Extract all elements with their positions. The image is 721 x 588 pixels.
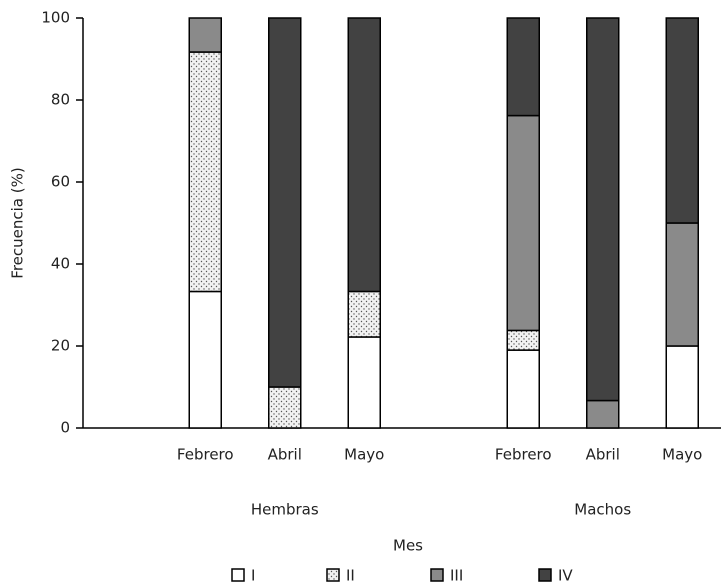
bar-segment: [586, 17, 620, 402]
x-tick-label: Abril: [586, 446, 620, 464]
x-tick-label: Febrero: [495, 446, 552, 464]
bar-segment: [347, 336, 381, 429]
y-tick-label: 80: [51, 91, 70, 109]
x-axis-label: Mes: [393, 537, 423, 555]
x-tick-label: Febrero: [177, 446, 234, 464]
y-tick-label: 40: [51, 255, 70, 273]
bar-segment: [586, 399, 620, 429]
legend-label: I: [251, 567, 255, 585]
bar-segment: [347, 290, 381, 338]
legend-label: II: [346, 567, 355, 585]
group-label: Machos: [574, 501, 631, 519]
legend-swatch: [231, 568, 245, 582]
bar-segment: [268, 17, 302, 388]
bar-segment: [188, 17, 222, 53]
bar-segment: [506, 349, 540, 429]
bar-segment: [506, 17, 540, 117]
bar-segment: [188, 290, 222, 429]
legend-swatch: [326, 568, 340, 582]
legend-label: III: [450, 567, 463, 585]
x-tick-label: Mayo: [662, 446, 702, 464]
bar-segment: [347, 17, 381, 293]
legend-label: IV: [558, 567, 573, 585]
y-tick-label: 0: [60, 419, 70, 437]
legend-swatch: [538, 568, 552, 582]
bar-segment: [188, 51, 222, 293]
legend-swatch: [430, 568, 444, 582]
bar-segment: [506, 114, 540, 332]
bar-segment: [268, 386, 302, 429]
y-tick-label: 100: [41, 9, 70, 27]
bar-segment: [665, 17, 699, 224]
x-tick-label: Mayo: [344, 446, 384, 464]
y-axis-label: Frecuencia (%): [9, 167, 27, 278]
bar-segment: [665, 345, 699, 429]
x-tick-label: Abril: [268, 446, 302, 464]
bar-segment: [665, 222, 699, 347]
group-label: Hembras: [251, 501, 319, 519]
y-tick-label: 20: [51, 337, 70, 355]
bar-segment: [506, 329, 540, 351]
y-tick-label: 60: [51, 173, 70, 191]
